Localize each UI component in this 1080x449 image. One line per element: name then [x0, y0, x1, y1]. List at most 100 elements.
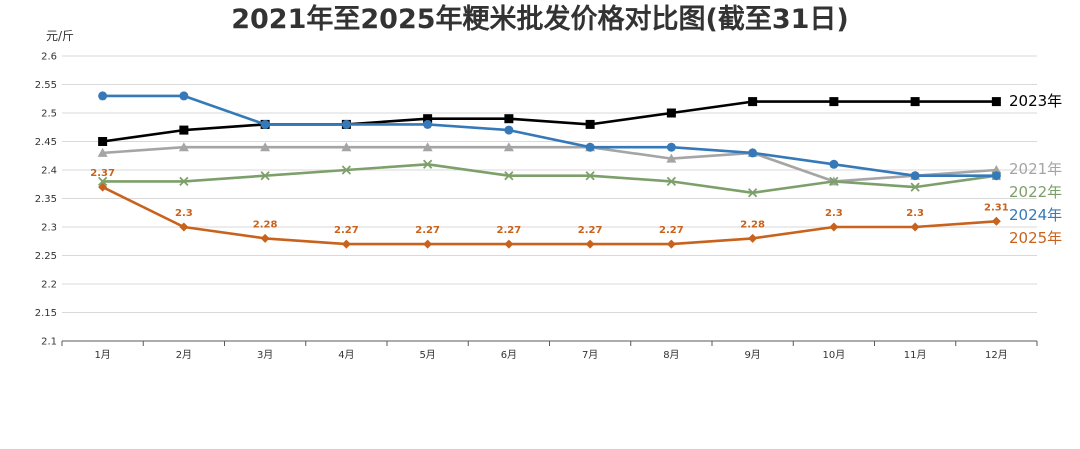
data-value-label: 2.27: [659, 225, 684, 236]
data-point: [179, 125, 189, 135]
series-2024年: [98, 91, 1001, 181]
data-point: [423, 119, 433, 129]
gridlines: [62, 55, 1037, 342]
data-point-stroke: [585, 171, 595, 181]
data-point: [341, 142, 352, 152]
data-point: [260, 119, 270, 129]
series-lines: 2.37 2.3 2.28 2.27 2.27 2.27 2.27 2.27 2.28 2.3 2.…: [90, 91, 1009, 249]
series-end-label: 2023年: [1009, 92, 1062, 110]
y-tick-label: 2.2: [41, 280, 57, 291]
data-point: [666, 176, 677, 187]
x-tick-label: 2月: [176, 349, 192, 361]
y-tick-label: 2.3: [41, 223, 57, 234]
y-tick-label: 2.45: [35, 137, 57, 148]
data-point: [260, 142, 271, 152]
data-point-stroke: [179, 176, 189, 187]
data-point: [260, 171, 270, 181]
data-point-stroke: [97, 176, 108, 187]
data-value-label: 2.28: [253, 219, 278, 230]
data-point: [829, 222, 839, 232]
data-value-label: 2.27: [578, 225, 603, 236]
data-point: [585, 171, 595, 181]
data-point: [829, 176, 839, 187]
data-point: [829, 159, 839, 169]
data-point: [748, 97, 758, 107]
data-value-label: 2.3: [175, 208, 193, 219]
data-point: [585, 119, 595, 129]
data-point: [423, 114, 433, 124]
x-tick-label: 6月: [501, 349, 517, 361]
data-value-label: 2.3: [906, 208, 924, 219]
data-point: [991, 171, 1001, 181]
y-tick-label: 2.25: [35, 251, 57, 262]
x-tick-label: 3月: [257, 349, 273, 361]
data-point: [504, 239, 514, 249]
y-tick-label: 2.4: [41, 166, 57, 177]
data-point: [341, 165, 352, 175]
y-tick-label: 2.15: [35, 308, 57, 319]
data-point: [747, 188, 758, 198]
data-point: [991, 216, 1001, 226]
series-2025年: 2.37 2.3 2.28 2.27 2.27 2.27 2.27 2.27 2.28 2.3 2.…: [90, 168, 1009, 249]
data-point: [98, 182, 108, 192]
chart-title: 2021年至2025年粳米批发价格对比图(截至31日): [231, 3, 849, 35]
data-value-label: 2.31: [984, 202, 1009, 213]
data-point: [341, 119, 351, 129]
data-point: [666, 153, 677, 163]
y-tick-label: 2.55: [35, 80, 57, 91]
series-end-label: 2021年: [1009, 160, 1062, 178]
data-value-label: 2.27: [497, 225, 522, 236]
data-point: [98, 137, 108, 146]
data-point: [910, 171, 920, 181]
data-point: [97, 147, 108, 157]
data-point-stroke: [910, 182, 920, 192]
data-point: [260, 233, 270, 243]
data-point: [910, 222, 920, 232]
series-end-label: 2024年: [1009, 206, 1062, 224]
data-point: [504, 171, 514, 181]
data-value-label: 2.3: [825, 208, 843, 219]
series-line: [102, 145, 997, 183]
data-point: [178, 142, 189, 152]
data-point: [504, 125, 514, 135]
x-tick-label: 7月: [582, 349, 598, 361]
data-point: [910, 182, 920, 192]
series-line: [102, 163, 997, 195]
data-point: [666, 239, 676, 249]
data-point-stroke: [504, 171, 514, 181]
data-point: [748, 233, 758, 243]
y-tick-label: 2.5: [41, 109, 57, 120]
x-tick-label: 11月: [904, 349, 927, 361]
series-end-label: 2025年: [1009, 229, 1062, 247]
x-tick-label: 1月: [94, 349, 110, 361]
data-value-label: 2.27: [334, 225, 359, 236]
data-point: [829, 97, 839, 107]
data-point: [585, 142, 595, 152]
data-point: [98, 91, 108, 101]
x-tick-label: 5月: [419, 349, 435, 361]
data-value-label: 2.27: [415, 225, 440, 236]
data-point: [504, 114, 514, 124]
data-point: [341, 239, 351, 249]
y-axis-unit-label: 元/斤: [46, 29, 74, 43]
series-end-label: 2022年: [1009, 183, 1062, 201]
series-2022年: [97, 159, 1002, 198]
data-point-stroke: [341, 165, 352, 175]
x-tick-label: 9月: [744, 349, 760, 361]
series-line: [102, 94, 997, 177]
axes: 2.1 2.15 2.2 2.25 2.3 2.35 2.4 2.45 2.5 2.55 2.6 1月…: [35, 52, 1038, 361]
data-point-stroke: [666, 176, 677, 187]
y-tick-label: 2.1: [41, 337, 57, 348]
y-tick-label: 2.35: [35, 194, 57, 205]
data-point-stroke: [747, 188, 758, 198]
x-tick-label: 4月: [338, 349, 354, 361]
data-point: [666, 108, 676, 118]
x-tick-label: 10月: [823, 349, 846, 361]
data-point: [179, 222, 189, 232]
series-line: [102, 100, 997, 143]
y-tick-label: 2.6: [41, 52, 57, 63]
data-point: [748, 148, 758, 158]
data-point: [991, 97, 1001, 107]
data-value-label: 2.37: [90, 168, 115, 179]
